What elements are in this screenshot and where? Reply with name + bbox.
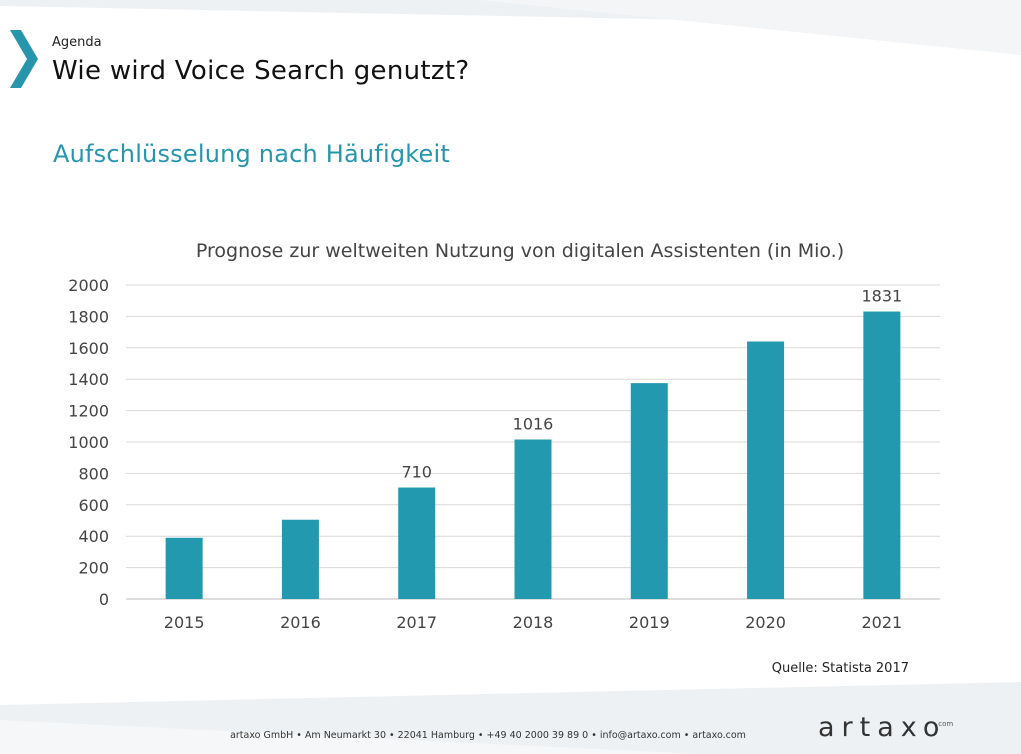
source-note: Quelle: Statista 2017	[771, 661, 909, 676]
chart-title: Prognose zur weltweiten Nutzung von digi…	[195, 240, 845, 262]
y-tick-label: 1200	[68, 402, 109, 421]
footer-contact: artaxo GmbH • Am Neumarkt 30 • 22041 Ham…	[230, 730, 746, 741]
y-tick-label: 0	[99, 590, 109, 609]
y-tick-label: 2000	[68, 276, 109, 295]
bar-2019	[630, 383, 668, 599]
logo-suffix: .com	[936, 720, 954, 728]
bar-2016	[281, 519, 319, 599]
data-label: 1016	[513, 414, 554, 433]
x-tick-label: 2018	[513, 613, 554, 632]
y-tick-label: 200	[78, 559, 109, 578]
bar-2017	[398, 487, 436, 599]
x-tick-label: 2019	[629, 613, 670, 632]
chevron-right-icon	[10, 30, 38, 88]
y-tick-label: 600	[78, 496, 109, 515]
subtitle: Aufschlüsselung nach Häufigkeit	[53, 140, 450, 168]
y-tick-label: 800	[78, 464, 109, 483]
bar-2018	[514, 439, 552, 599]
x-tick-label: 2017	[396, 613, 437, 632]
x-tick-label: 2020	[745, 613, 786, 632]
artaxo-logo: artaxo	[818, 712, 947, 743]
x-tick-label: 2016	[280, 613, 321, 632]
bar-2020	[747, 341, 785, 599]
y-tick-label: 1400	[68, 370, 109, 389]
x-tick-label: 2015	[164, 613, 205, 632]
bar-2021	[863, 311, 901, 599]
x-tick-label: 2021	[861, 613, 902, 632]
bar-2015	[165, 537, 203, 599]
y-tick-label: 1000	[68, 433, 109, 452]
y-tick-label: 400	[78, 527, 109, 546]
y-tick-label: 1600	[68, 339, 109, 358]
section-label: Agenda	[52, 35, 102, 50]
data-label: 1831	[861, 287, 902, 306]
page-title: Wie wird Voice Search genutzt?	[52, 56, 470, 86]
data-label: 710	[401, 463, 432, 482]
y-tick-label: 1800	[68, 307, 109, 326]
